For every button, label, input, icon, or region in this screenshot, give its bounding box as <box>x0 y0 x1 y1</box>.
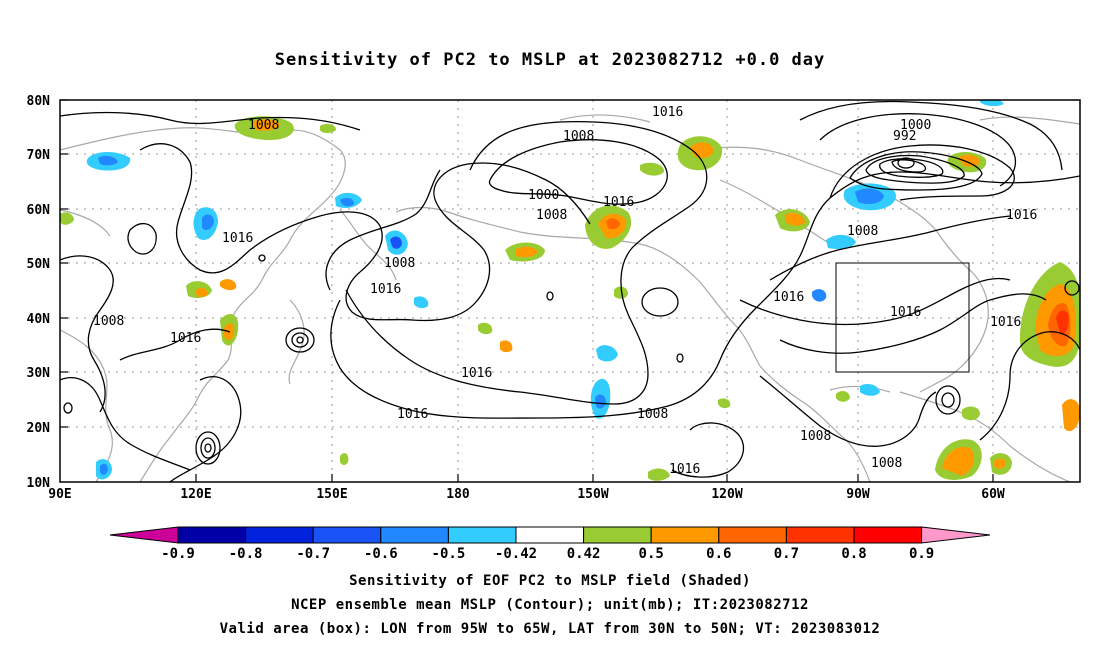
colorbar-label: 0.7 <box>774 546 799 562</box>
colorbar-cell <box>718 526 787 544</box>
colorbar-label: -0.7 <box>296 546 330 562</box>
contour-label: 1016 <box>397 407 428 422</box>
colorbar-cell <box>380 526 449 544</box>
lat-label: 50N <box>27 257 51 272</box>
contour-label: 1008 <box>800 429 831 444</box>
lat-label: 30N <box>27 366 51 381</box>
lon-label: 120W <box>711 487 742 502</box>
colorbar <box>109 526 991 544</box>
contour-label: 1016 <box>603 195 634 210</box>
contour-label: 1016 <box>170 331 201 346</box>
contour-label: 1008 <box>536 208 567 223</box>
contour-label: 1000 <box>900 118 931 133</box>
lon-label: 120E <box>180 487 211 502</box>
contour-label: 1008 <box>384 256 415 271</box>
lon-label: 180 <box>446 487 470 502</box>
lat-labels: 80N 70N 60N 50N 40N 30N 20N 10N <box>27 94 51 491</box>
contour-label: 1016 <box>773 290 804 305</box>
contour-label: 1016 <box>222 231 253 246</box>
lon-label: 150E <box>316 487 347 502</box>
contour-label: 1016 <box>1006 208 1037 223</box>
colorbar-label: -0.9 <box>161 546 195 562</box>
colorbar-cell <box>447 526 517 544</box>
colorbar-label: 0.5 <box>639 546 664 562</box>
contour-label: 1016 <box>669 462 700 477</box>
colorbar-cell <box>177 526 247 544</box>
footer-line-1: Sensitivity of EOF PC2 to MSLP field (Sh… <box>349 573 751 589</box>
lat-label: 40N <box>27 312 51 327</box>
lon-labels: 90E 120E 150E 180 150W 120W 90W 60W <box>48 487 1005 502</box>
map-frame-bg <box>60 100 1080 482</box>
lon-label: 90E <box>48 487 71 502</box>
coastlines <box>60 114 1080 482</box>
lat-label: 80N <box>27 94 51 109</box>
map-frame <box>59 99 1081 483</box>
colorbar-cell <box>650 526 720 544</box>
colorbar-left-arrow <box>109 526 179 544</box>
lon-label: 60W <box>981 487 1005 502</box>
colorbar-labels: -0.9 -0.8 -0.7 -0.6 -0.5 -0.42 0.42 0.5 … <box>161 546 934 562</box>
contour-label: 1016 <box>652 105 683 120</box>
valid-area-box <box>835 262 970 373</box>
contour-label: 1016 <box>370 282 401 297</box>
contour-label: 1016 <box>890 305 921 320</box>
colorbar-cell <box>785 526 855 544</box>
plot-title: Sensitivity of PC2 to MSLP at 2023082712… <box>274 50 826 70</box>
colorbar-cell <box>515 526 585 544</box>
contour-label: 1008 <box>248 118 279 133</box>
contour-label: 1008 <box>563 129 594 144</box>
footer-line-2: NCEP ensemble mean MSLP (Contour); unit(… <box>291 597 809 613</box>
colorbar-right-arrow <box>921 526 991 544</box>
footer-line-3: Valid area (box): LON from 95W to 65W, L… <box>219 621 881 637</box>
mslp-contours <box>60 100 1080 482</box>
contour-label: 1000 <box>528 188 559 203</box>
contour-label: 1008 <box>847 224 878 239</box>
contour-label: 1016 <box>461 366 492 381</box>
contour-label: 992 <box>893 129 916 144</box>
lat-label: 20N <box>27 421 51 436</box>
contour-label: 1008 <box>637 407 668 422</box>
contour-label: 1008 <box>871 456 902 471</box>
lat-label: 60N <box>27 203 51 218</box>
colorbar-label: -0.6 <box>364 546 398 562</box>
axis-ticks <box>60 99 994 482</box>
colorbar-label: -0.5 <box>432 546 466 562</box>
colorbar-label: 0.6 <box>706 546 731 562</box>
colorbar-label: 0.9 <box>909 546 934 562</box>
lat-label: 10N <box>27 476 51 491</box>
colorbar-label: 0.42 <box>567 546 601 562</box>
colorbar-cell <box>853 526 923 544</box>
colorbar-label: 0.8 <box>841 546 866 562</box>
contour-labels: 1008 1016 1008 1000 992 1000 1008 1016 1… <box>93 105 1037 477</box>
contour-label: 1008 <box>93 314 124 329</box>
colorbar-cell <box>583 526 652 544</box>
colorbar-label: -0.42 <box>495 546 537 562</box>
lon-label: 150W <box>577 487 608 502</box>
colorbar-cell <box>245 526 314 544</box>
colorbar-cell <box>312 526 382 544</box>
colorbar-label: -0.8 <box>229 546 263 562</box>
lon-label: 90W <box>846 487 870 502</box>
contour-label: 1016 <box>990 315 1021 330</box>
lat-label: 70N <box>27 148 51 163</box>
